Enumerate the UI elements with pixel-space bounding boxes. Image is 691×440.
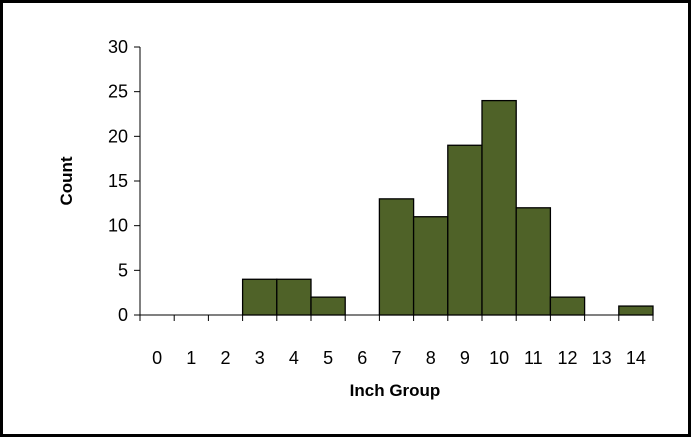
y-tick-label: 20	[108, 126, 128, 146]
y-axis-title: Count	[57, 156, 76, 205]
x-tick-label: 1	[186, 348, 196, 368]
y-tick-label: 5	[118, 260, 128, 280]
bar-3	[241, 278, 278, 316]
x-tick-label: 12	[557, 348, 577, 368]
x-ticks-group: 0 1 2 3 4 5 6 7 8 9 10 11 12 13 14	[139, 315, 654, 368]
bar-9	[447, 144, 483, 316]
x-tick-label: 9	[460, 348, 470, 368]
y-ticks-group: 0 5 10 15 20 25 30	[108, 37, 140, 325]
bar-12	[549, 296, 586, 316]
bar-10	[481, 99, 517, 316]
bar-5	[310, 296, 346, 316]
x-tick-label: 6	[357, 348, 367, 368]
y-tick-label: 10	[108, 216, 128, 236]
x-tick-label: 8	[426, 348, 436, 368]
y-tick-label: 0	[118, 305, 128, 325]
y-tick-label: 25	[108, 82, 128, 102]
bar-4	[276, 278, 312, 316]
bar-11	[515, 207, 552, 316]
x-tick-label: 2	[220, 348, 230, 368]
y-tick-label: 15	[108, 171, 128, 191]
x-tick-label: 14	[626, 348, 646, 368]
bar-14	[618, 305, 654, 316]
x-tick-label: 4	[289, 348, 299, 368]
bars-group	[241, 99, 654, 316]
bar-8	[412, 216, 449, 316]
x-tick-label: 7	[391, 348, 401, 368]
x-tick-label: 10	[489, 348, 509, 368]
x-tick-label: 3	[255, 348, 265, 368]
x-tick-label: 11	[524, 348, 543, 368]
x-tick-label: 5	[323, 348, 333, 368]
x-tick-label: 13	[592, 348, 612, 368]
x-axis-title: Inch Group	[350, 381, 441, 400]
x-tick-label: 0	[152, 348, 162, 368]
y-tick-label: 30	[108, 37, 128, 57]
bar-7	[378, 198, 415, 316]
